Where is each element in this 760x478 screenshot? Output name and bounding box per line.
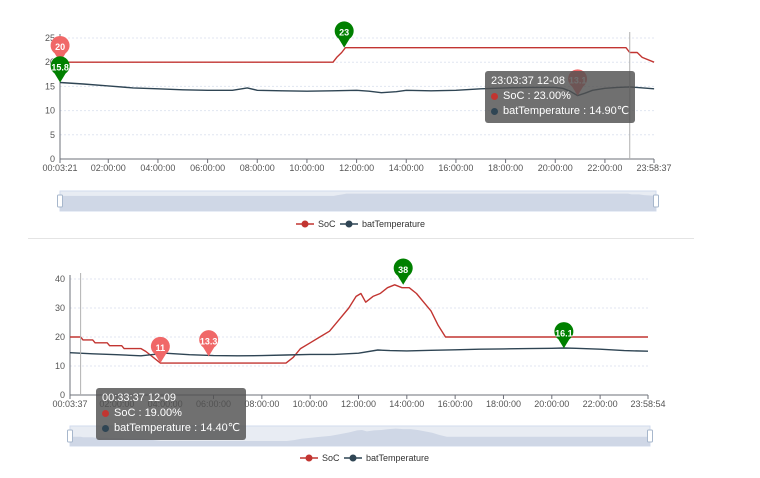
- x-tick-label: 22:00:00: [583, 399, 618, 409]
- temperature-dot-icon: [102, 425, 109, 432]
- y-axis: 0 10 20 30 40: [55, 274, 71, 400]
- min-soc-pin-icon: 20: [50, 35, 70, 63]
- pin-shape: [199, 330, 219, 357]
- pin-label: 38: [398, 265, 408, 275]
- x-tick-label: 22:00:00: [587, 163, 622, 173]
- y-tick-label: 10: [55, 361, 65, 371]
- zoom-shadow: [70, 428, 650, 446]
- temperature-line: [69, 347, 649, 357]
- y-tick-label: 25: [45, 33, 55, 43]
- x-tick-label: 08:00:00: [244, 399, 279, 409]
- pin-label: 11: [156, 343, 166, 353]
- legend-temperature-icon: [345, 220, 353, 228]
- legend[interactable]: SoC batTemperature: [296, 219, 425, 229]
- chart-divider: [28, 238, 694, 239]
- temperature-dot-icon: [491, 108, 498, 115]
- pin-label: 16.1: [555, 328, 573, 338]
- x-axis: 00:03:21 02:00:00 04:00:00 06:00:00 08:00:00…: [42, 158, 672, 173]
- x-tick-label: 12:00:00: [341, 399, 376, 409]
- pin-shape: [554, 322, 574, 349]
- legend-label: batTemperature: [362, 219, 425, 229]
- grid-lines: [60, 37, 654, 136]
- legend-label: SoC: [318, 219, 336, 229]
- zoom-handle-right: [647, 429, 653, 443]
- soc-dot-icon: [491, 93, 498, 100]
- series-lines: [69, 284, 649, 364]
- y-tick-label: 5: [50, 130, 55, 140]
- y-tick-label: 30: [55, 303, 65, 313]
- zoom-handle-left: [67, 429, 73, 443]
- x-tick-label: 16:00:00: [438, 163, 473, 173]
- pin-label: 13.3: [200, 336, 218, 346]
- max-temperature-pin-icon: 15.8: [50, 56, 70, 83]
- x-tick-label: 02:00:00: [91, 163, 126, 173]
- x-tick-label: 10:00:00: [293, 399, 328, 409]
- y-tick-label: 0: [60, 390, 65, 400]
- tooltip-soc: SoC : 23.00%: [503, 90, 571, 102]
- y-tick-label: 20: [55, 332, 65, 342]
- mark-points: 38 11 16.1 13.3: [150, 258, 574, 364]
- x-tick-label: 23:58:37: [636, 163, 671, 173]
- x-tick-label: 14:00:00: [389, 163, 424, 173]
- x-tick-label: 14:00:00: [389, 399, 424, 409]
- min-temperature-pin-icon: 13.3: [199, 330, 219, 357]
- x-tick-label: 20:00:00: [538, 163, 573, 173]
- x-tick-label: 23:58:54: [630, 399, 665, 409]
- x-tick-label: 08:00:00: [240, 163, 275, 173]
- pin-shape: [393, 258, 413, 285]
- data-zoom[interactable]: [57, 190, 659, 212]
- x-tick-label: 10:00:00: [289, 163, 324, 173]
- pin-shape: [50, 56, 70, 83]
- y-tick-label: 10: [45, 106, 55, 116]
- zoom-handle-right: [653, 194, 659, 208]
- soc-line: [70, 284, 648, 364]
- x-tick-label: 12:00:00: [339, 163, 374, 173]
- y-tick-label: 20: [45, 57, 55, 67]
- soc-line: [60, 47, 655, 63]
- x-tick-label: 20:00:00: [534, 399, 569, 409]
- x-tick-label: 18:00:00: [486, 399, 521, 409]
- x-tick-label: 16:00:00: [438, 399, 473, 409]
- x-tick-label: 00:03:21: [42, 163, 77, 173]
- min-soc-pin-icon: 11: [150, 336, 170, 364]
- legend-temperature-icon: [349, 454, 357, 462]
- x-tick-label: 06:00:00: [190, 163, 225, 173]
- pin-shape: [50, 35, 70, 63]
- legend-label: SoC: [322, 453, 340, 463]
- zoom-handle-left: [57, 194, 63, 208]
- pin-shape: [150, 336, 170, 364]
- legend-soc-icon: [301, 220, 309, 228]
- tooltip-chart-1: 23:03:37 12-08 SoC : 23.00% batTemperatu…: [485, 71, 636, 123]
- pin-label: 20: [55, 42, 65, 52]
- zoom-shadow: [60, 193, 657, 211]
- tooltip-soc: SoC : 19.00%: [114, 407, 182, 419]
- max-soc-pin-icon: 38: [393, 258, 413, 285]
- tooltip-title: 23:03:37 12-08: [491, 75, 566, 87]
- x-tick-label: 04:00:00: [140, 163, 175, 173]
- y-tick-label: 15: [45, 81, 55, 91]
- tooltip-title: 00:33:37 12-09: [102, 392, 177, 404]
- y-tick-label: 0: [50, 154, 55, 164]
- y-tick-label: 40: [55, 274, 65, 284]
- tooltip-chart-2: 00:33:37 12-09 SoC : 19.00% batTemperatu…: [96, 388, 247, 440]
- max-soc-pin-icon: 23: [334, 21, 354, 48]
- soc-dot-icon: [102, 410, 109, 417]
- pin-shape: [334, 21, 354, 48]
- pin-label: 23: [339, 28, 349, 38]
- legend-label: batTemperature: [366, 453, 429, 463]
- pin-label: 15.8: [51, 63, 69, 73]
- legend-soc-icon: [305, 454, 313, 462]
- legend[interactable]: SoC batTemperature: [300, 453, 429, 463]
- x-tick-label: 00:03:37: [52, 399, 87, 409]
- x-tick-label: 18:00:00: [488, 163, 523, 173]
- max-temperature-pin-icon: 16.1: [554, 322, 574, 349]
- tooltip-temperature: batTemperature : 14.90℃: [503, 105, 630, 117]
- tooltip-temperature: batTemperature : 14.40℃: [114, 422, 241, 434]
